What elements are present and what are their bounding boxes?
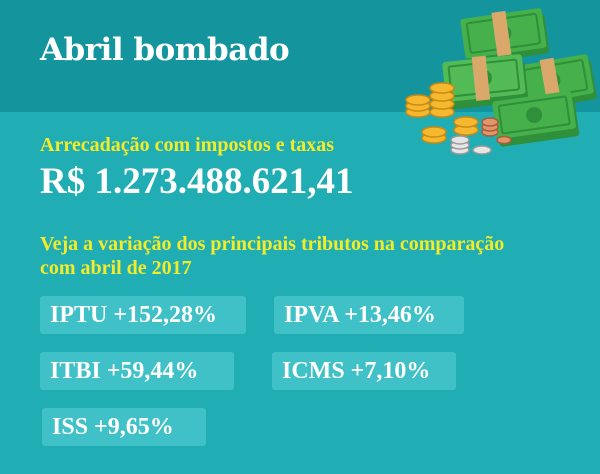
tax-badge-iss: ISS +9,65% xyxy=(42,408,206,446)
money-stack-coins-icon xyxy=(405,8,597,155)
tax-badge-icms: ICMS +7,10% xyxy=(272,352,456,390)
revenue-amount: R$ 1.273.488.621,41 xyxy=(40,161,354,202)
tax-badge-ipva: IPVA +13,46% xyxy=(274,296,464,334)
revenue-label: Arrecadação com impostos e taxas xyxy=(40,134,335,156)
page-title: Abril bombado xyxy=(40,32,290,68)
tax-badge-itbi: ITBI +59,44% xyxy=(40,352,234,390)
intro-text: Veja a variação dos principais tributos … xyxy=(40,233,505,279)
tax-badge-iptu: IPTU +152,28% xyxy=(40,296,246,334)
